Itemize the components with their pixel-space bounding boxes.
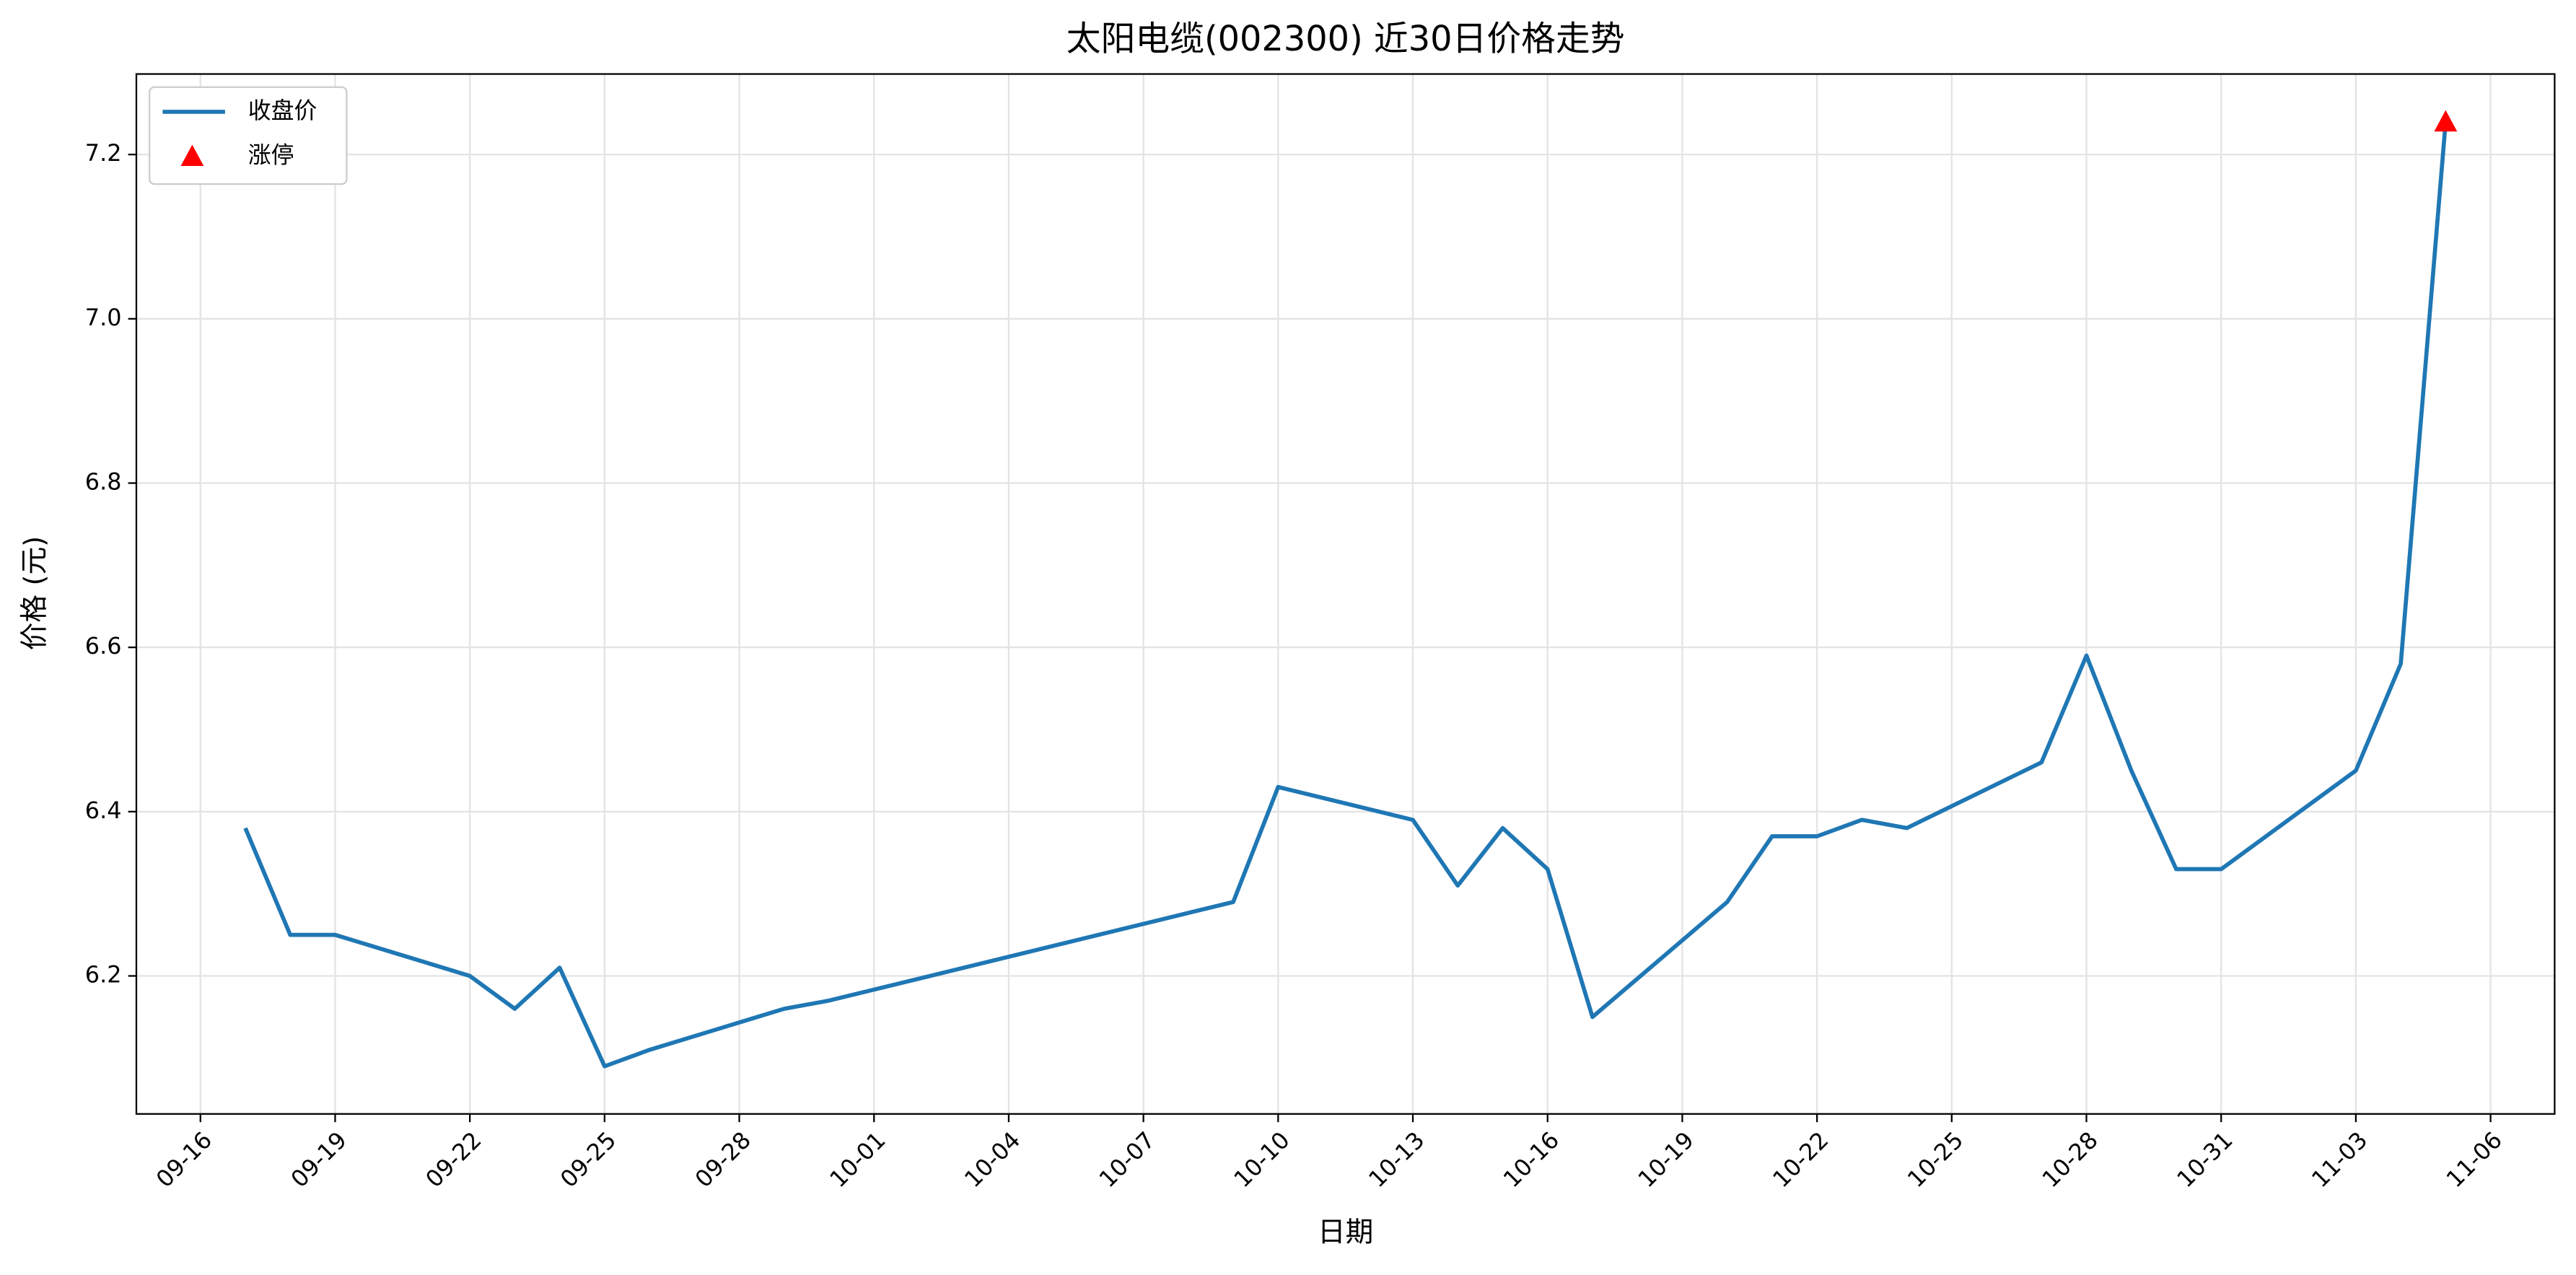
legend-label: 涨停 [248,141,294,168]
legend-marker [180,144,204,167]
x-tick-label: 09-16 [151,1126,217,1193]
x-tick-label: 10-31 [2171,1126,2238,1193]
limit-up-marker [2434,110,2458,132]
x-tick-label: 10-22 [1767,1126,1834,1193]
y-tick-label: 6.2 [85,961,122,989]
x-tick-label: 09-28 [690,1126,756,1193]
y-axis-label: 价格 (元) [19,536,51,651]
x-tick-label: 11-06 [2441,1126,2507,1193]
x-tick-label: 10-10 [1228,1126,1294,1193]
x-tick-label: 09-22 [420,1126,486,1193]
x-axis-label: 日期 [1318,1216,1373,1248]
legend-label: 收盘价 [248,97,317,124]
x-tick-label: 10-13 [1363,1126,1429,1193]
x-tick-label: 09-25 [555,1126,621,1193]
chart-title: 太阳电缆(002300) 近30日价格走势 [1066,19,1625,59]
y-tick-label: 6.4 [85,797,122,824]
x-tick-label: 10-19 [1633,1126,1699,1193]
x-tick-label: 10-04 [959,1126,1025,1193]
x-tick-label: 11-03 [2306,1126,2373,1193]
plot-frame [135,73,2556,1115]
x-tick-label: 10-25 [1902,1126,1968,1193]
x-tick-label: 10-28 [2037,1126,2103,1193]
price-line [243,121,2448,1069]
x-tick-label: 09-19 [286,1126,352,1193]
y-tick-label: 7.0 [85,304,122,331]
x-tick-label: 10-01 [824,1126,890,1193]
y-tick-label: 6.8 [85,468,122,495]
y-tick-label: 6.6 [85,632,122,660]
x-tick-label: 10-16 [1498,1126,1564,1193]
x-tick-label: 10-07 [1094,1126,1160,1193]
y-tick-label: 7.2 [85,139,122,167]
